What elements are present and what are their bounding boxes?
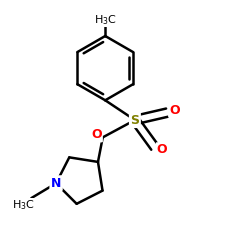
Text: O: O <box>169 104 180 117</box>
Text: S: S <box>130 114 140 126</box>
Text: N: N <box>51 177 61 190</box>
Text: O: O <box>91 128 102 141</box>
Text: $\mathregular{H_3C}$: $\mathregular{H_3C}$ <box>12 198 36 212</box>
Text: O: O <box>157 143 168 156</box>
Text: $\mathregular{H_3C}$: $\mathregular{H_3C}$ <box>94 13 117 27</box>
